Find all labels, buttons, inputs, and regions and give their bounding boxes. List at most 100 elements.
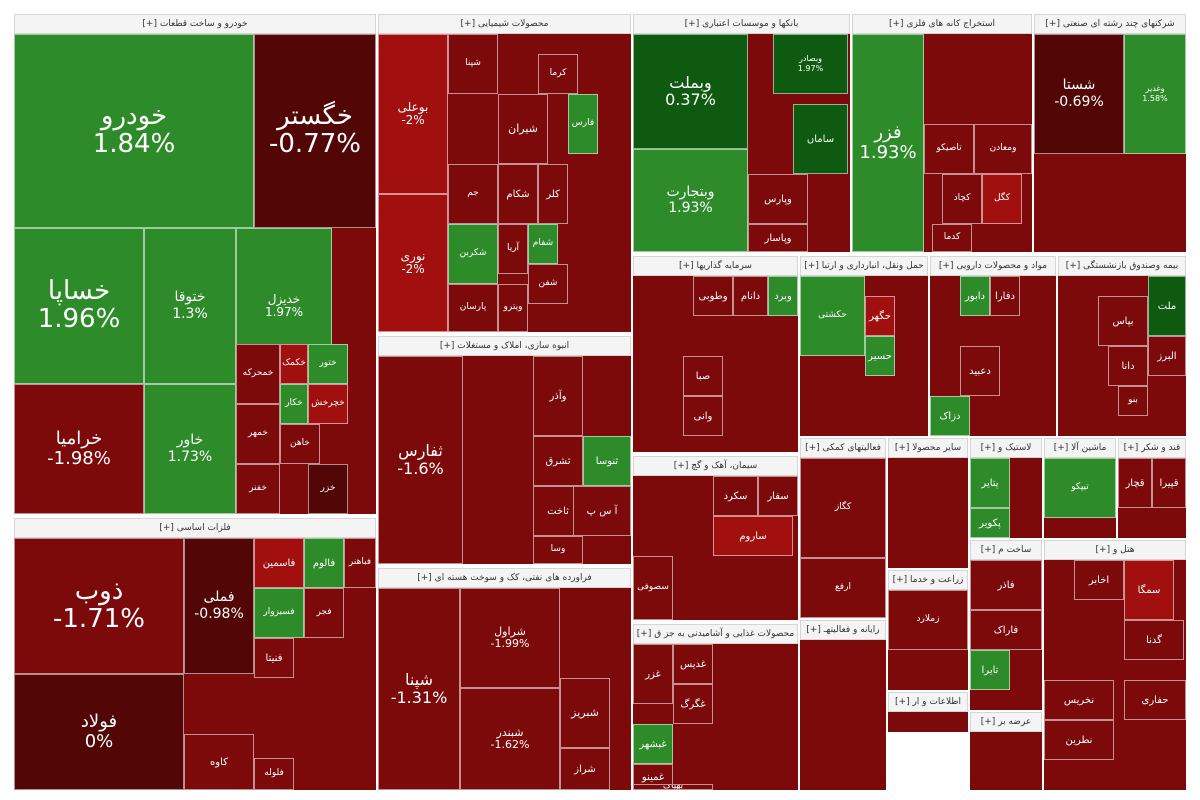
stock-tile[interactable]: وبملت 0.37% [633, 34, 748, 149]
stock-tile[interactable]: کرما [538, 54, 578, 94]
sector-header[interactable]: عرضه بر [+] [970, 712, 1042, 732]
sector-header[interactable]: مواد و محصولات دارویی [+] [930, 256, 1056, 276]
stock-tile[interactable]: کگاز [800, 458, 886, 558]
stock-tile[interactable]: فارس [568, 94, 598, 154]
stock-tile[interactable]: قچار [1118, 458, 1152, 508]
stock-tile[interactable]: کاوه [184, 734, 254, 790]
stock-tile[interactable]: وآذر [533, 356, 583, 436]
stock-tile[interactable]: حفاری [1124, 680, 1186, 720]
stock-tile[interactable]: خگستر -0.77% [254, 34, 376, 228]
stock-tile[interactable]: سمگا [1124, 560, 1174, 620]
stock-tile[interactable]: فولاد 0% [14, 674, 184, 790]
stock-tile[interactable]: دانا [1108, 346, 1148, 386]
stock-tile[interactable]: خساپا 1.96% [14, 228, 144, 384]
stock-tile[interactable]: فاذر [970, 560, 1042, 610]
stock-tile[interactable]: کدما [932, 224, 972, 252]
stock-tile[interactable]: شپنا -1.31% [378, 588, 460, 790]
stock-tile[interactable]: فلوله [254, 758, 294, 790]
stock-tile[interactable]: خزر [308, 464, 348, 514]
sector-header[interactable]: فعالیتهای کمکی [+] [800, 438, 886, 458]
sector-header[interactable]: انبوه سازی، املاک و مستغلات [+] [378, 336, 631, 356]
stock-tile[interactable]: ثنوسا [583, 436, 631, 486]
stock-tile[interactable]: خودرو 1.84% [14, 34, 254, 228]
sector-header[interactable]: فلزات اساسی [+] [14, 518, 376, 538]
stock-tile[interactable]: سکرد [713, 476, 758, 516]
stock-tile[interactable]: کگل [982, 174, 1022, 224]
stock-tile[interactable]: بنو [1118, 386, 1148, 416]
stock-tile[interactable]: وسا [533, 536, 583, 564]
stock-tile[interactable]: دانام [733, 276, 768, 316]
stock-tile[interactable]: البرز [1148, 336, 1186, 376]
stock-tile[interactable]: غگرگ [673, 684, 713, 724]
stock-tile[interactable]: زملارد [888, 590, 968, 650]
stock-tile[interactable]: وانی [683, 396, 723, 436]
stock-tile[interactable]: سصوفی [633, 556, 673, 620]
stock-tile[interactable]: وغدیر 1.58% [1124, 34, 1186, 154]
stock-tile[interactable]: شبندر -1.62% [460, 688, 560, 790]
stock-tile[interactable]: خمحرکه [236, 344, 280, 404]
sector-header[interactable]: سایر محصولا [+] [888, 438, 968, 458]
stock-tile[interactable]: وبتجارت 1.93% [633, 149, 748, 252]
sector-header[interactable]: ساخت م [+] [970, 540, 1042, 560]
sector-header[interactable]: رایانه و فعالیتهـ [+] [800, 620, 886, 640]
stock-tile[interactable]: شراز [560, 748, 610, 790]
stock-tile[interactable]: شفن [528, 264, 568, 304]
stock-tile[interactable]: شراول -1.99% [460, 588, 560, 688]
sector-header[interactable]: فراورده های نفتی، کک و سوخت هسته ای [+] [378, 568, 631, 588]
stock-tile[interactable]: خاور 1.73% [144, 384, 236, 514]
stock-tile[interactable]: شکربن [448, 224, 498, 284]
stock-tile[interactable]: بوعلی -2% [378, 34, 448, 194]
stock-tile[interactable]: ویترو [498, 284, 528, 332]
stock-tile[interactable]: تایرا [970, 650, 1010, 690]
stock-tile[interactable]: ثفارس -1.6% [378, 356, 463, 564]
stock-tile[interactable]: شبریز [560, 678, 610, 748]
stock-tile[interactable]: سفار [758, 476, 798, 516]
stock-tile[interactable]: خفنر [236, 464, 280, 514]
stock-tile[interactable]: ساماں [793, 104, 848, 174]
stock-tile[interactable]: دفارا [990, 276, 1020, 316]
sector-header[interactable]: سرمایه گذاریها [+] [633, 256, 798, 276]
sector-header[interactable]: زراعت و خدما [+] [888, 570, 968, 590]
sector-header[interactable]: حمل ونقل، انبارداری و ارتبا [+] [800, 256, 928, 276]
stock-tile[interactable]: ملت [1148, 276, 1186, 336]
stock-tile[interactable]: خچرخش [308, 384, 348, 424]
stock-tile[interactable]: خکار [280, 384, 308, 424]
stock-tile[interactable]: تیپکو [1044, 458, 1116, 518]
stock-tile[interactable]: گدنا [1124, 620, 1184, 660]
stock-tile[interactable]: حگهر [865, 296, 895, 336]
stock-tile[interactable]: وپارس [748, 174, 808, 224]
stock-tile[interactable]: پارسان [448, 284, 498, 332]
sector-header[interactable]: اطلاعات و ار [+] [888, 692, 968, 712]
stock-tile[interactable]: صبا [683, 356, 723, 396]
stock-tile[interactable]: ومعادن [974, 124, 1032, 174]
stock-tile[interactable]: فزر 1.93% [852, 34, 924, 252]
sector-header[interactable]: استخراج کانه های فلزی [+] [852, 14, 1032, 34]
stock-tile[interactable]: کلر [538, 164, 568, 224]
stock-tile[interactable]: دعبید [960, 346, 1000, 396]
stock-tile[interactable]: غدیس [673, 644, 713, 684]
sector-header[interactable]: قند و شکر [+] [1118, 438, 1186, 458]
stock-tile[interactable]: فالوم [304, 538, 344, 588]
stock-tile[interactable]: حسیر [865, 336, 895, 376]
stock-tile[interactable]: ساروم [713, 516, 793, 556]
stock-tile[interactable]: تاصیکو [924, 124, 974, 174]
stock-tile[interactable]: فاراک [970, 610, 1042, 650]
stock-tile[interactable]: قپیرا [1152, 458, 1186, 508]
stock-tile[interactable]: خمهر [236, 404, 280, 464]
stock-tile[interactable]: بپاس [1098, 296, 1148, 346]
stock-tile[interactable]: غبشهر [633, 724, 673, 764]
sector-header[interactable]: لاستیک و [+] [970, 438, 1042, 458]
stock-tile[interactable]: فملی -0.98% [184, 538, 254, 674]
sector-header[interactable]: بانکها و موسسات اعتباری [+] [633, 14, 850, 34]
stock-tile[interactable]: اخابر [1074, 560, 1124, 600]
stock-tile[interactable]: غزر [633, 644, 673, 704]
stock-tile[interactable]: ثشرق [533, 436, 583, 486]
stock-tile[interactable]: پکویر [970, 508, 1010, 538]
stock-tile[interactable]: جم [448, 164, 498, 224]
stock-tile[interactable]: فباهنر [344, 538, 376, 588]
stock-tile[interactable]: وبرد [768, 276, 798, 316]
sector-header[interactable]: هتل و [+] [1044, 540, 1186, 560]
stock-tile[interactable]: خرامیا -1.98% [14, 384, 144, 514]
stock-tile[interactable]: حکشتی [800, 276, 865, 356]
stock-tile[interactable]: آ س پ [573, 486, 631, 536]
